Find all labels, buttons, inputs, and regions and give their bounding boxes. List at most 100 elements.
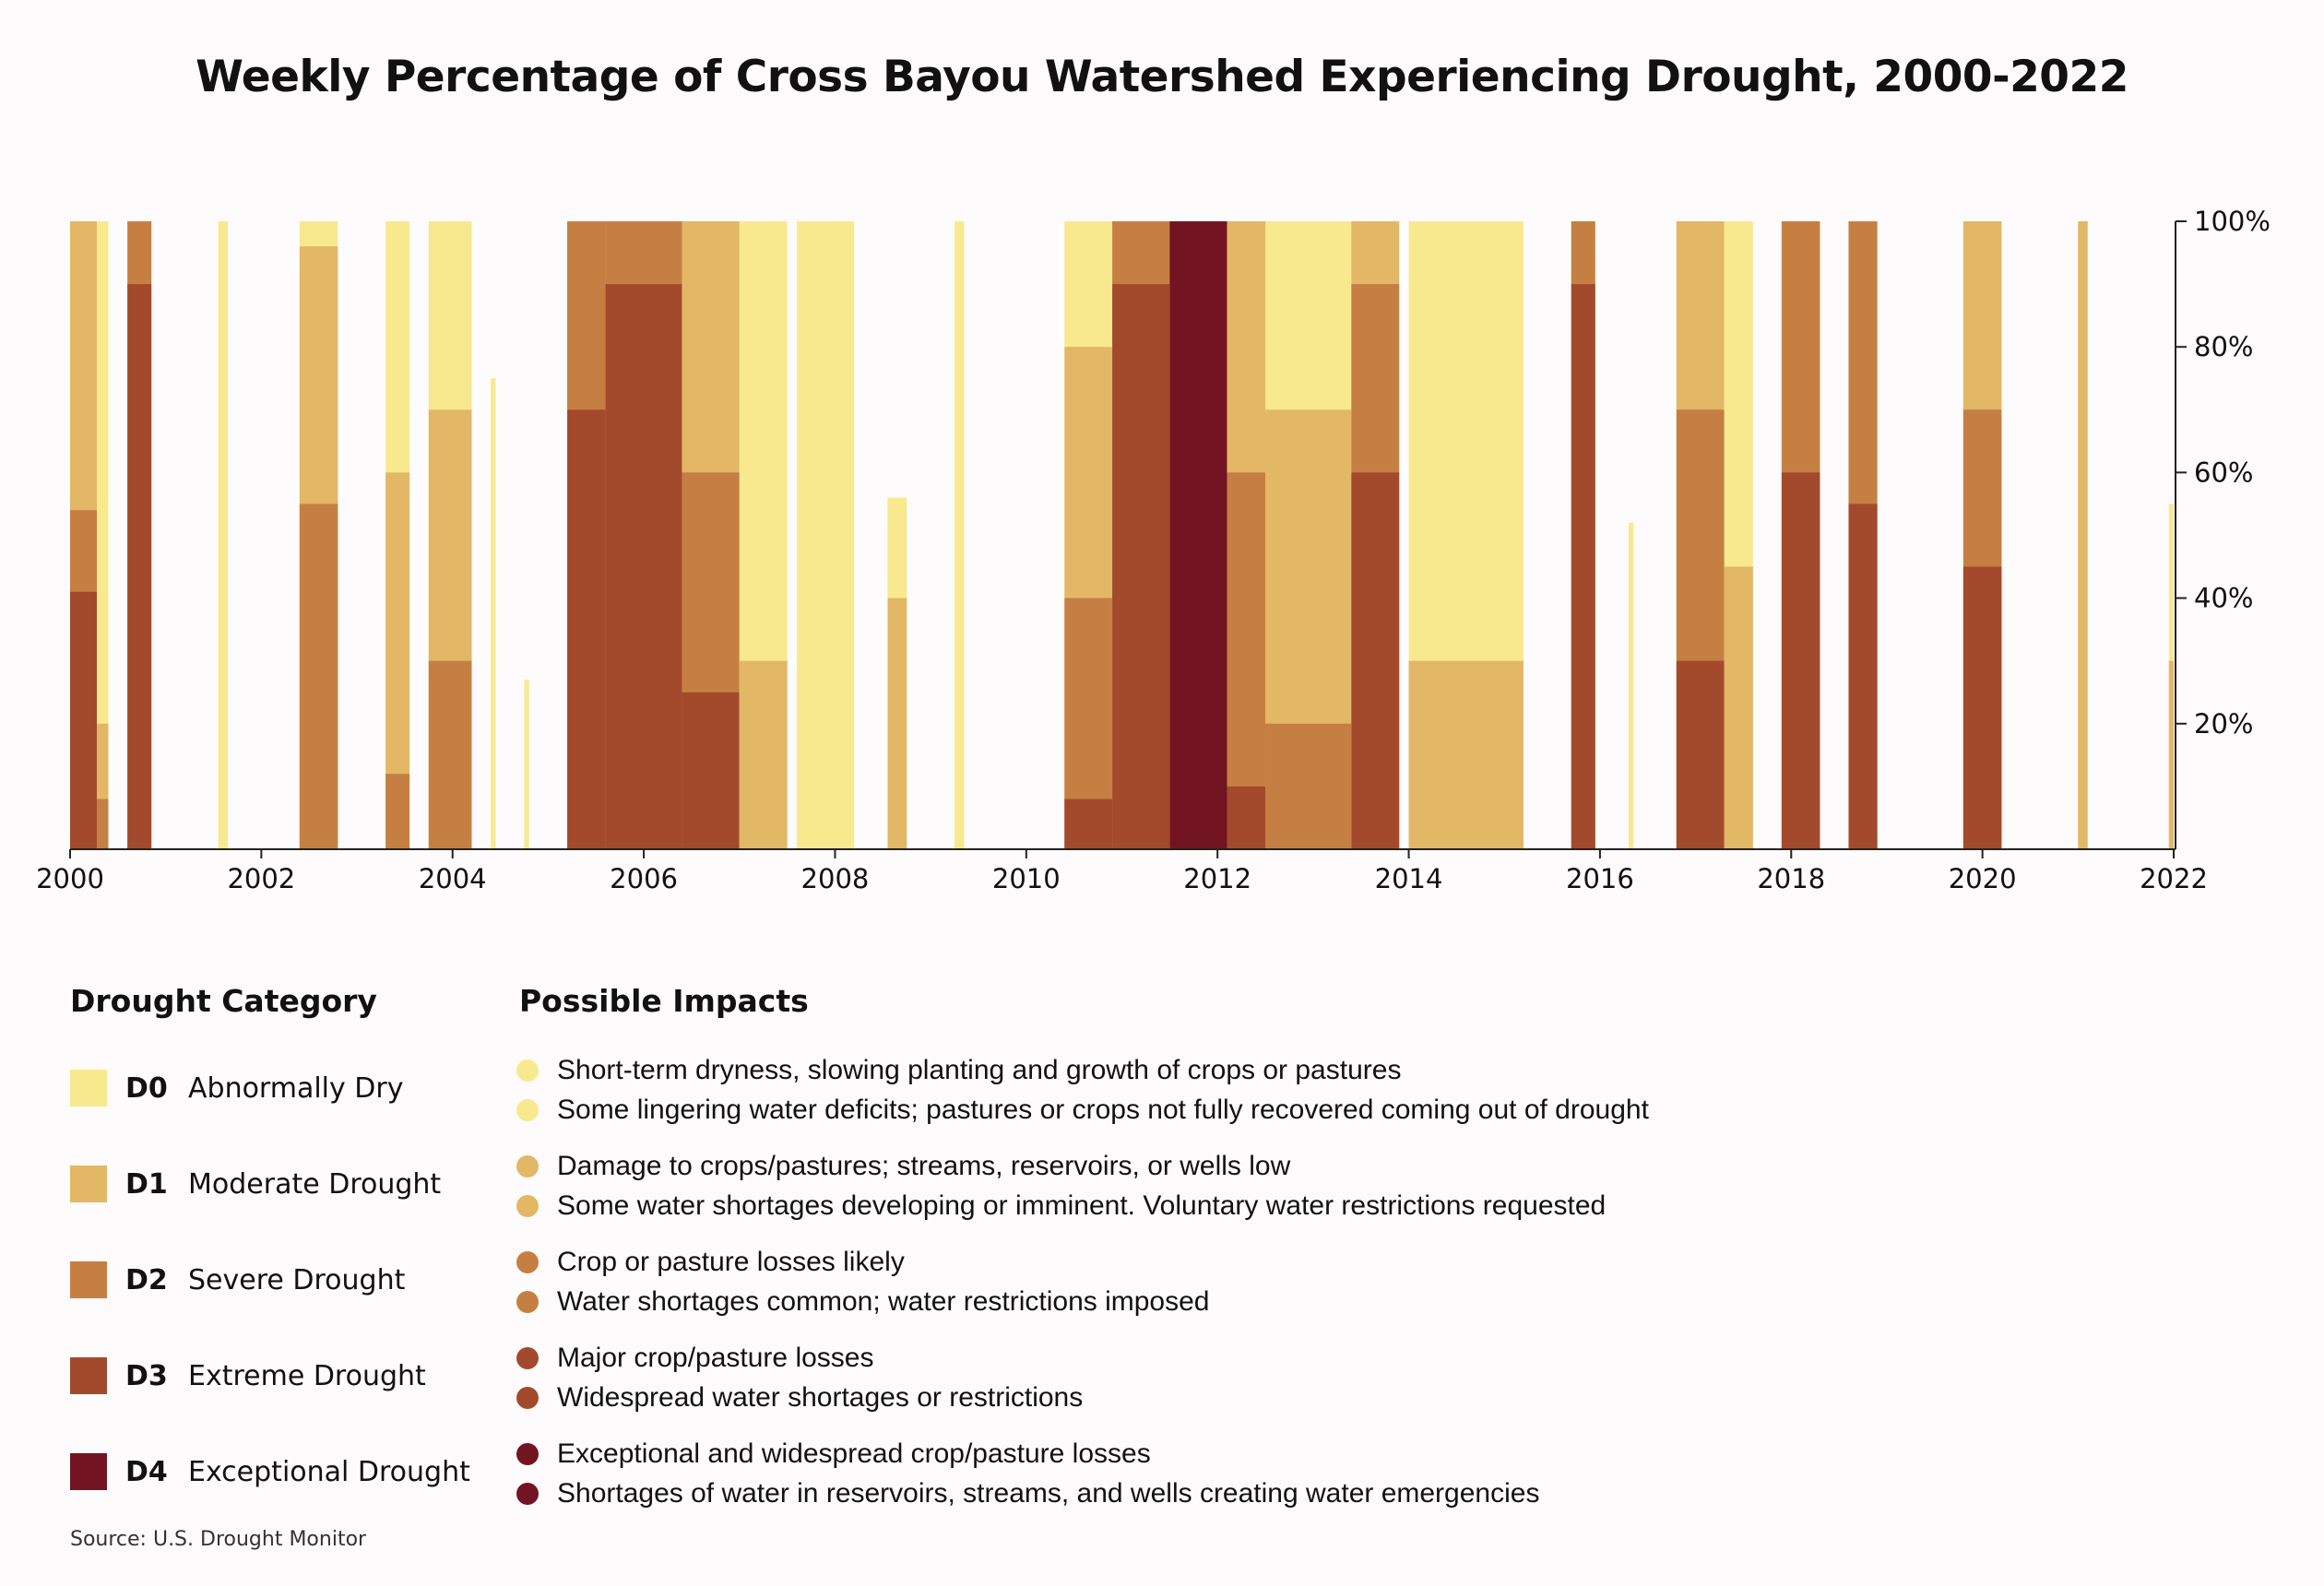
bar-d4-18 xyxy=(1169,221,1227,849)
d1-swatch xyxy=(70,1166,107,1202)
bar-d3-2 xyxy=(127,284,152,850)
d1-code: D1 xyxy=(125,1167,168,1201)
axes: 2000 2002 2004 2006 2008 2010 2012 2014 2016 2018… xyxy=(36,206,2271,894)
bar-d1-30 xyxy=(2078,221,2088,849)
d3-code: D3 xyxy=(125,1359,168,1392)
impact-text: Widespread water shortages or restrictio… xyxy=(557,1382,1084,1413)
bar-d3-10 xyxy=(605,284,682,850)
source-note: Source: U.S. Drought Monitor xyxy=(70,1528,367,1551)
impact-text: Shortages of water in reservoirs, stream… xyxy=(557,1478,1540,1509)
bar-d3-17 xyxy=(1112,284,1170,850)
bar-d0-24 xyxy=(1629,522,1634,849)
impact-text: Some lingering water deficits; pastures … xyxy=(557,1095,1649,1125)
d4-code: D4 xyxy=(125,1455,168,1488)
bar-d3-23 xyxy=(1571,284,1595,850)
bar-d0-15 xyxy=(954,221,965,849)
bar-d3-21 xyxy=(1351,472,1400,849)
bar-d3-11 xyxy=(682,692,740,849)
x-tick-label: 2020 xyxy=(1949,863,2017,894)
bar-d1-22 xyxy=(1408,660,1524,849)
d0-label: Abnormally Dry xyxy=(188,1071,404,1105)
d0-dot xyxy=(516,1059,539,1082)
d1-dot xyxy=(516,1155,539,1178)
d1-dot xyxy=(516,1195,539,1217)
bar-d2-20 xyxy=(1265,723,1352,849)
x-tick-label: 2010 xyxy=(992,863,1061,894)
x-tick-label: 2002 xyxy=(227,863,295,894)
bar-d2-4 xyxy=(299,503,338,849)
impact-text: Some water shortages developing or immin… xyxy=(557,1190,1607,1221)
impact-text: Major crop/pasture losses xyxy=(557,1343,874,1373)
d2-swatch xyxy=(70,1261,107,1298)
y-tick-label: 80% xyxy=(2194,331,2253,362)
d3-label: Extreme Drought xyxy=(188,1359,426,1392)
legend-item-d4: D4 Exceptional Drought xyxy=(70,1451,470,1492)
impact-d3-2: Widespread water shortages or restrictio… xyxy=(516,1379,1083,1416)
bar-d3-27 xyxy=(1781,472,1820,849)
d3-dot xyxy=(516,1387,539,1409)
bar-d2-6 xyxy=(428,660,472,849)
d2-dot xyxy=(516,1291,539,1313)
bar-d0-3 xyxy=(218,221,229,849)
d4-dot xyxy=(516,1443,539,1465)
d2-code: D2 xyxy=(125,1263,168,1296)
x-tick-label: 2000 xyxy=(36,863,104,894)
bar-d1-26 xyxy=(1724,566,1753,849)
legend-item-d2: D2 Severe Drought xyxy=(70,1260,405,1300)
d3-swatch xyxy=(70,1357,107,1394)
impact-text: Exceptional and widespread crop/pasture … xyxy=(557,1438,1151,1469)
bar-d3-25 xyxy=(1676,660,1725,849)
bar-d1-31 xyxy=(2168,660,2174,849)
impact-text: Short-term dryness, slowing planting and… xyxy=(557,1055,1402,1085)
d3-dot xyxy=(516,1347,539,1369)
bar-d2-5 xyxy=(385,774,410,849)
drought-chart: 2000 2002 2004 2006 2008 2010 2012 2014 2016 2018… xyxy=(36,206,2271,894)
impact-d4-2: Shortages of water in reservoirs, stream… xyxy=(516,1475,1539,1512)
bar-d1-12 xyxy=(739,660,788,849)
d2-dot xyxy=(516,1251,539,1273)
d0-dot xyxy=(516,1099,539,1121)
drought-bars xyxy=(70,221,2174,850)
bar-d3-16 xyxy=(1064,799,1113,849)
bar-d3-9 xyxy=(567,409,606,849)
x-tick-label: 2018 xyxy=(1757,863,1825,894)
legend-category-heading: Drought Category xyxy=(70,983,377,1019)
x-tick-label: 2008 xyxy=(801,863,870,894)
impact-text: Crop or pasture losses likely xyxy=(557,1247,905,1277)
impact-d2-2: Water shortages common; water restrictio… xyxy=(516,1284,1209,1320)
x-tick-label: 2012 xyxy=(1183,863,1251,894)
bar-d3-29 xyxy=(1962,566,2002,849)
impact-d1-1: Damage to crops/pastures; streams, reser… xyxy=(516,1148,1290,1185)
y-tick-label: 60% xyxy=(2194,456,2253,488)
bar-d2-1 xyxy=(97,799,109,849)
legend-impacts-heading: Possible Impacts xyxy=(519,983,809,1019)
legend-item-d3: D3 Extreme Drought xyxy=(70,1355,426,1396)
impact-d0-1: Short-term dryness, slowing planting and… xyxy=(516,1052,1401,1089)
impact-text: Damage to crops/pastures; streams, reser… xyxy=(557,1151,1291,1181)
d1-label: Moderate Drought xyxy=(188,1167,442,1201)
d0-code: D0 xyxy=(125,1071,168,1105)
bar-d3-0 xyxy=(70,591,98,849)
y-tick-label: 100% xyxy=(2194,206,2271,237)
legend-item-d1: D1 Moderate Drought xyxy=(70,1164,441,1204)
bar-d0-8 xyxy=(524,680,529,849)
impact-d1-2: Some water shortages developing or immin… xyxy=(516,1188,1606,1225)
bar-d0-7 xyxy=(491,378,496,849)
impact-d0-2: Some lingering water deficits; pastures … xyxy=(516,1092,1649,1129)
bar-d0-1 xyxy=(97,221,109,849)
y-tick-label: 40% xyxy=(2194,583,2253,614)
impact-d2-1: Crop or pasture losses likely xyxy=(516,1244,905,1281)
bar-d0-13 xyxy=(796,221,855,849)
d2-label: Severe Drought xyxy=(188,1263,406,1296)
impact-d3-1: Major crop/pasture losses xyxy=(516,1340,873,1377)
x-tick-label: 2004 xyxy=(419,863,487,894)
d4-label: Exceptional Drought xyxy=(188,1455,470,1488)
x-tick-label: 2006 xyxy=(610,863,678,894)
d4-dot xyxy=(516,1483,539,1505)
x-tick-label: 2022 xyxy=(2140,863,2208,894)
chart-title: Weekly Percentage of Cross Bayou Watersh… xyxy=(196,52,2128,102)
impact-text: Water shortages common; water restrictio… xyxy=(557,1286,1210,1317)
d0-swatch xyxy=(70,1070,107,1107)
d4-swatch xyxy=(70,1453,107,1490)
y-tick-label: 20% xyxy=(2194,708,2253,740)
